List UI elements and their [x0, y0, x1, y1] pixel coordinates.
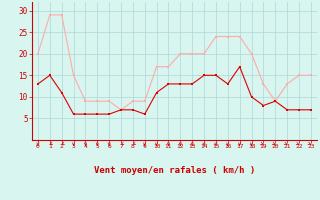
X-axis label: Vent moyen/en rafales ( km/h ): Vent moyen/en rafales ( km/h )	[94, 166, 255, 175]
